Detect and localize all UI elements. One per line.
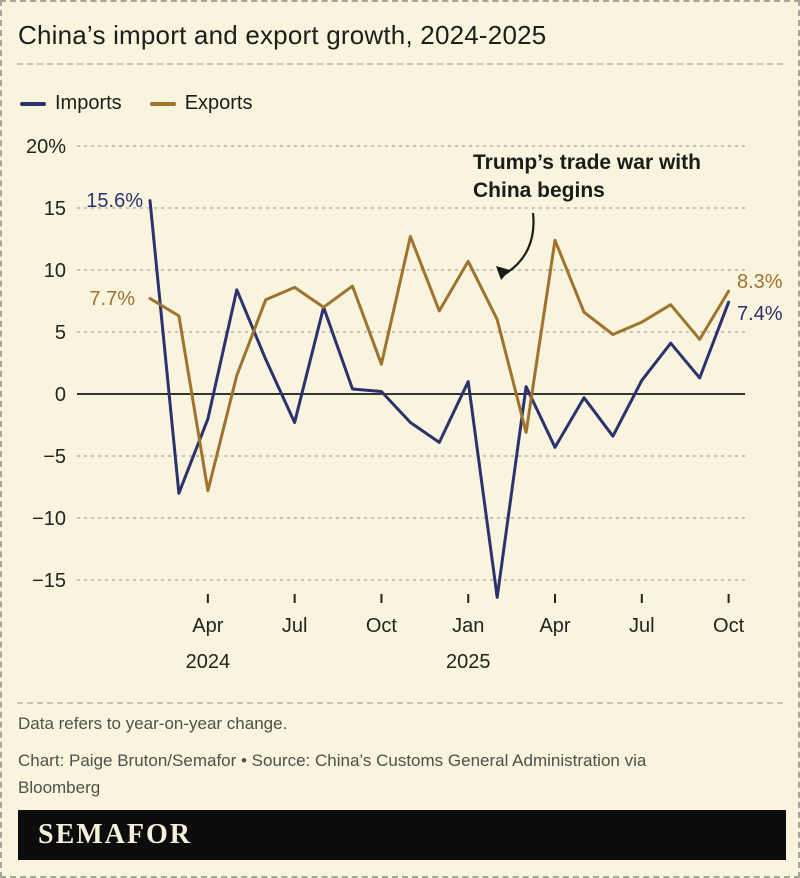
- semafor-logo-bar: SEMAFOR: [18, 810, 786, 860]
- legend-item-exports: Exports: [149, 92, 253, 115]
- legend-item-imports: Imports: [20, 92, 122, 115]
- y-tick-label: 15: [44, 198, 66, 220]
- y-tick-label: −5: [43, 446, 66, 468]
- x-tick-label: Apr: [539, 615, 570, 637]
- x-tick-label: Jan: [452, 615, 484, 637]
- exports-line: [148, 235, 731, 493]
- annotation-text: Trump’s trade war with China begins: [473, 149, 733, 205]
- x-tick-label: Oct: [366, 615, 398, 637]
- legend-label-exports: Exports: [184, 92, 253, 114]
- x-tick-label: Oct: [713, 615, 745, 637]
- y-axis-labels: 20% 15 10 5 0 −5 −10 −15: [26, 136, 66, 592]
- arrow-head: [496, 266, 510, 280]
- annotation-arrow: [496, 212, 535, 280]
- footer-separator: [17, 702, 783, 704]
- x-tick-label: Apr: [192, 615, 223, 637]
- footnote: Data refers to year-on-year change.: [18, 714, 288, 733]
- imports-start-value-label: 15.6%: [86, 190, 143, 212]
- line-chart: 20% 15 10 5 0 −5 −10 −15 Apr 2024 Jul Oct Jan 2025 Apr…: [2, 122, 798, 682]
- credit-line: Chart: Paige Bruton/Semafor • Source: Ch…: [18, 751, 647, 797]
- title-separator: [17, 63, 783, 65]
- y-tick-label: 10: [44, 260, 66, 282]
- annotation-line-1: Trump’s trade war with: [473, 151, 701, 174]
- semafor-wordmark: SEMAFOR: [38, 819, 192, 850]
- y-tick-label: 0: [55, 384, 66, 406]
- imports-line: [148, 199, 731, 599]
- y-tick-label: 5: [55, 322, 66, 344]
- y-tick-label: −10: [32, 508, 66, 530]
- x-tick-year-label: 2025: [446, 651, 491, 673]
- x-tick-label: Jul: [629, 615, 655, 637]
- chart-title: China’s import and export growth, 2024-2…: [18, 20, 547, 50]
- exports-start-value-label: 7.7%: [89, 288, 135, 310]
- x-axis: Apr 2024 Jul Oct Jan 2025 Apr Jul Oct: [186, 594, 745, 673]
- exports-end-value-label: 8.3%: [737, 271, 783, 293]
- legend-label-imports: Imports: [55, 92, 122, 114]
- imports-end-value-label: 7.4%: [737, 303, 783, 325]
- legend: Imports Exports: [20, 92, 253, 115]
- gridlines: [77, 145, 745, 581]
- y-tick-label: 20%: [26, 136, 66, 158]
- y-tick-label: −15: [32, 570, 66, 592]
- x-tick-year-label: 2024: [186, 651, 231, 673]
- arrow-curve: [504, 212, 535, 275]
- annotation-line-2: China begins: [473, 179, 605, 202]
- exports-line-swatch: [149, 101, 176, 106]
- x-tick-label: Jul: [282, 615, 308, 637]
- imports-line-swatch: [20, 101, 46, 106]
